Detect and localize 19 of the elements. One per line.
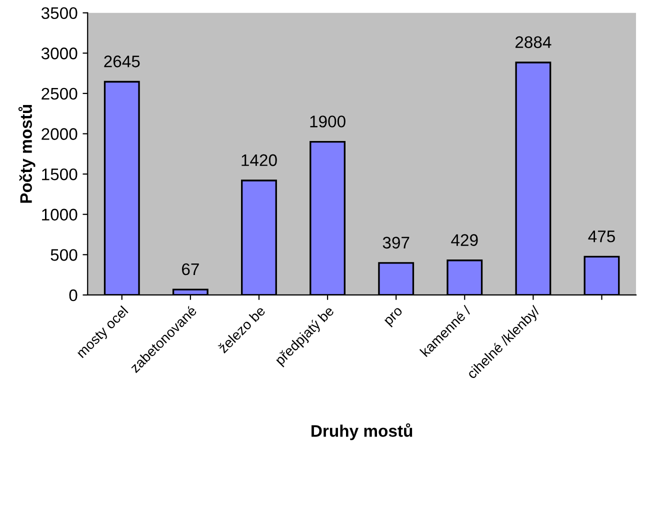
data-label: 1900 bbox=[310, 116, 346, 128]
data-label: 2645 bbox=[104, 56, 140, 68]
data-label: 397 bbox=[382, 236, 410, 249]
y-tick-label: 2500 bbox=[42, 88, 78, 100]
x-axis-title: Druhy mostů bbox=[312, 423, 412, 440]
y-tick-label: 3500 bbox=[41, 7, 78, 20]
data-label: 475 bbox=[588, 230, 615, 242]
y-tick-label: 2000 bbox=[42, 128, 78, 140]
data-label: 429 bbox=[451, 234, 478, 246]
y-tick-label: 0 bbox=[69, 289, 78, 302]
data-label: 1420 bbox=[242, 154, 277, 166]
y-axis-title: Počty mostů bbox=[18, 104, 36, 203]
data-label: 67 bbox=[182, 263, 199, 276]
y-tick-label: 1500 bbox=[42, 168, 78, 180]
y-tick-label: 3000 bbox=[41, 48, 78, 60]
x-tick-label: pro bbox=[384, 306, 405, 328]
y-tick-label: 500 bbox=[50, 249, 78, 261]
data-label: 2884 bbox=[515, 36, 552, 48]
y-tick-label: 1000 bbox=[42, 208, 78, 221]
